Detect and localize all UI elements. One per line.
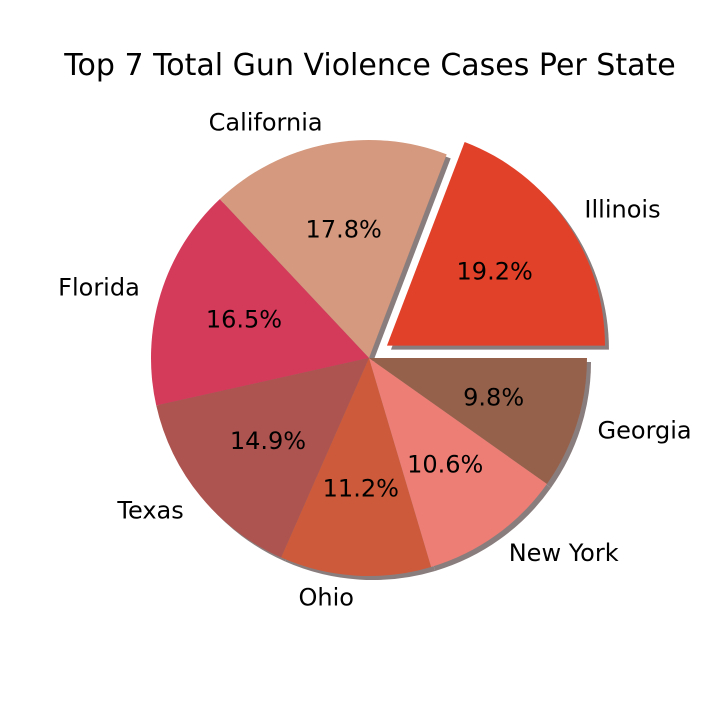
- chart-title: Top 7 Total Gun Violence Cases Per State: [64, 48, 676, 83]
- pct-label-georgia: 9.8%: [463, 384, 524, 412]
- slice-illinois: [386, 141, 605, 346]
- slice-label-florida: Florida: [58, 273, 140, 301]
- slice-florida: [151, 199, 369, 406]
- slice-label-georgia: Georgia: [598, 417, 692, 445]
- slice-label-texas: Texas: [116, 496, 183, 524]
- slice-new-york: [369, 358, 547, 567]
- pct-label-california: 17.8%: [306, 216, 382, 244]
- pct-label-ohio: 11.2%: [323, 475, 399, 503]
- slice-label-illinois: Illinois: [584, 196, 660, 224]
- pct-label-new-york: 10.6%: [407, 450, 483, 478]
- pct-label-illinois: 19.2%: [457, 257, 533, 285]
- slice-label-california: California: [209, 109, 323, 137]
- slice-ohio: [281, 358, 432, 576]
- pct-label-texas: 14.9%: [230, 427, 306, 455]
- slice-texas: [156, 358, 369, 558]
- pie-wedges: [151, 140, 605, 576]
- slice-label-ohio: Ohio: [298, 583, 353, 611]
- slice-georgia: [369, 358, 587, 484]
- pie-labels: 19.2% Illinois 17.8% California 16.5% Florida…: [58, 109, 691, 612]
- pct-label-florida: 16.5%: [206, 306, 282, 334]
- slice-california: [219, 140, 447, 358]
- slice-label-new-york: New York: [509, 539, 619, 567]
